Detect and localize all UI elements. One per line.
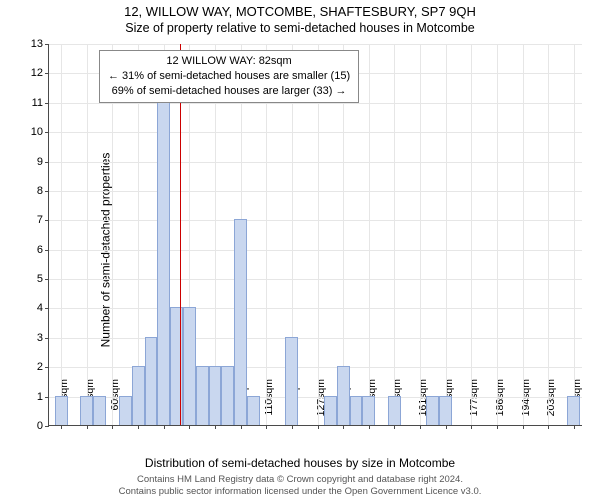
histogram-bar <box>247 396 260 425</box>
gridline-horizontal <box>49 44 582 45</box>
gridline-horizontal <box>49 279 582 280</box>
gridline-horizontal <box>49 250 582 251</box>
gridline-vertical <box>87 44 88 425</box>
gridline-horizontal <box>49 132 582 133</box>
histogram-bar <box>196 366 209 425</box>
histogram-bar <box>362 396 375 425</box>
y-tick-label: 8 <box>37 185 49 197</box>
histogram-bar <box>388 396 401 425</box>
gridline-vertical <box>574 44 575 425</box>
y-tick-label: 6 <box>37 244 49 256</box>
histogram-bar <box>55 396 68 425</box>
histogram-bar <box>567 396 580 425</box>
y-tick-label: 0 <box>37 420 49 432</box>
x-tick-label: 110sqm <box>263 379 275 429</box>
y-tick-label: 12 <box>31 67 49 79</box>
gridline-vertical <box>446 44 447 425</box>
y-tick-label: 3 <box>37 332 49 344</box>
gridline-vertical <box>471 44 472 425</box>
annotation-line: ← 31% of semi-detached houses are smalle… <box>108 69 350 84</box>
gridline-horizontal <box>49 308 582 309</box>
y-tick-label: 2 <box>37 361 49 373</box>
histogram-bar <box>337 366 350 425</box>
histogram-bar <box>157 72 170 425</box>
x-tick-label: 186sqm <box>494 379 506 429</box>
y-tick-label: 4 <box>37 302 49 314</box>
histogram-bar <box>209 366 222 425</box>
histogram-bar <box>132 366 145 425</box>
gridline-horizontal <box>49 367 582 368</box>
y-tick-label: 9 <box>37 156 49 168</box>
gridline-vertical <box>548 44 549 425</box>
x-tick-label: 177sqm <box>468 379 480 429</box>
gridline-vertical <box>61 44 62 425</box>
histogram-bar <box>234 219 247 425</box>
x-tick-label: 203sqm <box>545 379 557 429</box>
histogram-bar <box>221 366 234 425</box>
annotation-line: 12 WILLOW WAY: 82sqm <box>108 54 350 69</box>
histogram-bar <box>183 307 196 425</box>
footer-line-2: Contains public sector information licen… <box>0 486 600 498</box>
histogram-bar <box>426 396 439 425</box>
y-tick-label: 5 <box>37 273 49 285</box>
y-tick-label: 13 <box>31 38 49 50</box>
gridline-horizontal <box>49 220 582 221</box>
page-title: 12, WILLOW WAY, MOTCOMBE, SHAFTESBURY, S… <box>0 4 600 19</box>
histogram-bar <box>324 396 337 425</box>
histogram-bar <box>439 396 452 425</box>
y-tick-label: 1 <box>37 391 49 403</box>
histogram-bar <box>119 396 132 425</box>
histogram-bar <box>93 396 106 425</box>
histogram-bar <box>285 337 298 425</box>
x-tick-label: 194sqm <box>520 379 532 429</box>
footer-attribution: Contains HM Land Registry data © Crown c… <box>0 474 600 498</box>
gridline-vertical <box>369 44 370 425</box>
gridline-vertical <box>497 44 498 425</box>
x-axis-label: Distribution of semi-detached houses by … <box>0 456 600 470</box>
histogram-bar <box>350 396 363 425</box>
reference-annotation: 12 WILLOW WAY: 82sqm← 31% of semi-detach… <box>99 50 359 103</box>
chart-area: 01234567891011121343sqm51sqm60sqm68sqm77… <box>48 44 582 426</box>
gridline-vertical <box>523 44 524 425</box>
page-subtitle: Size of property relative to semi-detach… <box>0 21 600 35</box>
y-tick-label: 10 <box>31 126 49 138</box>
histogram-bar <box>145 337 158 425</box>
gridline-horizontal <box>49 162 582 163</box>
gridline-vertical <box>420 44 421 425</box>
gridline-horizontal <box>49 191 582 192</box>
gridline-horizontal <box>49 103 582 104</box>
footer-line-1: Contains HM Land Registry data © Crown c… <box>0 474 600 486</box>
annotation-line: 69% of semi-detached houses are larger (… <box>108 84 350 99</box>
gridline-horizontal <box>49 338 582 339</box>
histogram-bar <box>80 396 93 425</box>
y-tick-label: 11 <box>32 97 49 109</box>
gridline-vertical <box>394 44 395 425</box>
y-tick-label: 7 <box>37 214 49 226</box>
